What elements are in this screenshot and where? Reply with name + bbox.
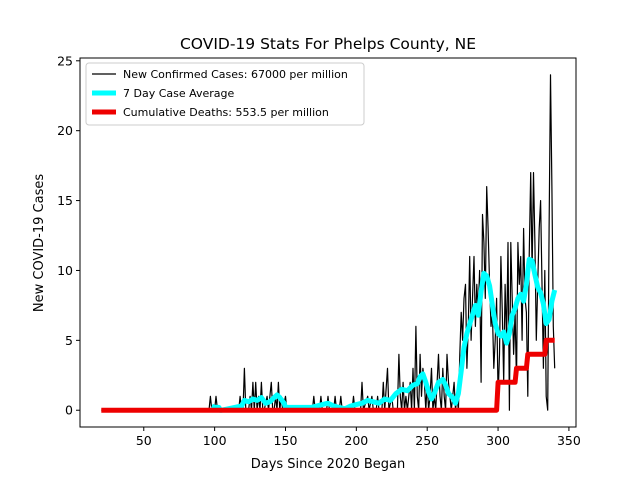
x-tick-label-300: 300 bbox=[486, 433, 510, 448]
series-line-2 bbox=[101, 337, 555, 413]
legend-label-new-cases: New Confirmed Cases: 67000 per million bbox=[123, 68, 348, 81]
y-tick-label-15: 15 bbox=[57, 193, 73, 208]
x-tick-label-100: 100 bbox=[203, 433, 227, 448]
y-tick-label-20: 20 bbox=[57, 123, 73, 138]
x-tick-label-50: 50 bbox=[136, 433, 152, 448]
chart-title: COVID-19 Stats For Phelps County, NE bbox=[180, 35, 476, 53]
legend-label-7-day-average: 7 Day Case Average bbox=[123, 87, 235, 100]
legend-box bbox=[85, 62, 365, 126]
series-line-1 bbox=[210, 256, 558, 413]
legend-label-cumulative-deaths: Cumulative Deaths: 553.5 per million bbox=[123, 106, 329, 119]
x-tick-label-200: 200 bbox=[344, 433, 368, 448]
axes: 50 100 150 200 250 300 350 0 5 10 15 20 25 bbox=[57, 53, 581, 448]
y-tick-label-25: 25 bbox=[57, 53, 73, 68]
x-tick-label-150: 150 bbox=[274, 433, 298, 448]
axes-frame bbox=[79, 57, 577, 428]
legend: New Confirmed Cases: 67000 per million 7… bbox=[85, 62, 365, 126]
y-tick-label-5: 5 bbox=[65, 333, 73, 348]
y-axis-label: New COVID-19 Cases bbox=[32, 174, 47, 312]
y-tick-label-10: 10 bbox=[57, 263, 73, 278]
x-tick-label-350: 350 bbox=[557, 433, 581, 448]
x-tick-label-250: 250 bbox=[415, 433, 439, 448]
x-axis-label: Days Since 2020 Began bbox=[251, 457, 406, 472]
plot-area bbox=[101, 74, 558, 413]
y-tick-label-0: 0 bbox=[65, 403, 73, 418]
